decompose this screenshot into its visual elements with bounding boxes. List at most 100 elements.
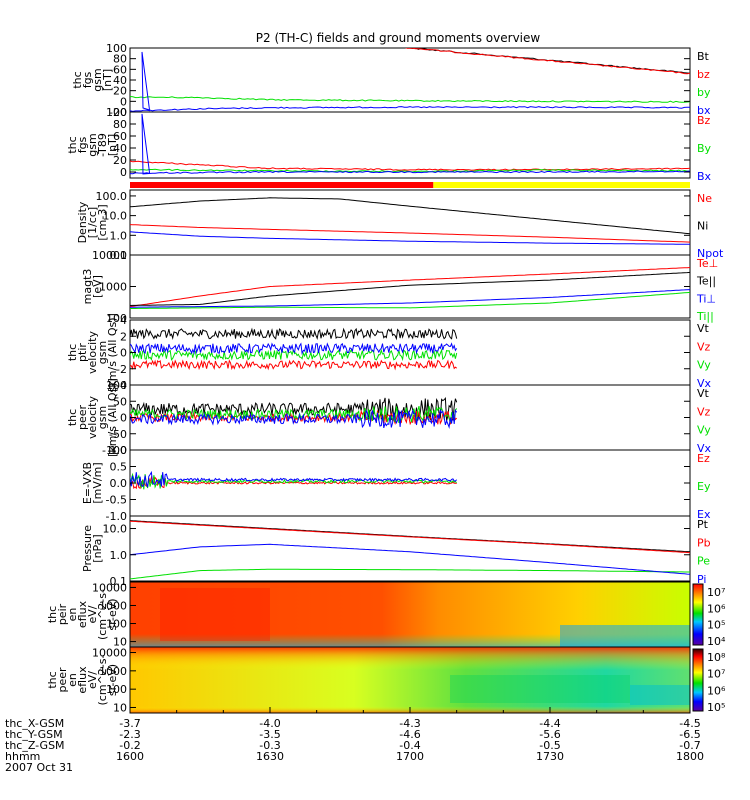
colorbar: 10⁸ 10⁷ 10⁶ 10⁵ (692, 648, 726, 714)
y-tick-label: 1.0 (110, 444, 128, 457)
y-tick-label: 10000 (92, 581, 127, 594)
y-tick-label: 1000 (99, 281, 127, 294)
x-row-value: -0.5 (539, 739, 560, 752)
y-axis-label-line: [km/s (All Qs)] (106, 378, 119, 457)
x-row-label: thc_Y-GSM (5, 728, 63, 741)
legend-bt: Bt (697, 50, 710, 63)
series-line-pb (130, 520, 690, 554)
y-tick-label: 0.0 (110, 477, 128, 490)
y-tick-label: 10000 (92, 249, 127, 262)
hhmm-label: hhmm (5, 750, 40, 763)
panel-pressure: 10.0 1.0 0.1 Pt Pb Pe Pi Pressure[nPa] (81, 515, 711, 588)
y-tick-label: -100 (102, 444, 127, 457)
y-tick-label: 0 (120, 412, 127, 425)
legend-vy: Vy (697, 424, 711, 437)
colorbar: 10⁷ 10⁶ 10⁵ 10⁴ (692, 583, 726, 648)
colorbar-label: 10⁴ (707, 635, 726, 648)
x-tick-label: 1700 (396, 750, 424, 763)
legend-vt: Vt (697, 322, 710, 335)
panel-frame (129, 189, 691, 256)
x-tick-label: 1630 (256, 750, 284, 763)
y-axis-label-line: E=-VXB (81, 462, 94, 504)
series-group (130, 113, 690, 175)
legend-ni: Ni (697, 220, 708, 233)
y-axis-label: Density[1/cc][cm-3] (76, 201, 109, 243)
colorbar-label: 10⁶ (707, 684, 726, 697)
series-group (130, 397, 458, 429)
series-line-ti (130, 291, 690, 309)
mode-bar (130, 182, 690, 188)
series-group (130, 267, 690, 309)
colorbar-label: 10⁵ (707, 701, 725, 714)
y-axis-label-line: velocity (86, 331, 99, 374)
x-row-value: -0.4 (399, 739, 420, 752)
spectrogram-cool-region (560, 625, 690, 647)
y-tick-label: 60 (113, 130, 127, 143)
y-axis-label-line: fgs (81, 71, 94, 88)
legend-bx: Bx (697, 170, 712, 183)
y-tick-label: 50 (113, 395, 127, 408)
x-row-value: -6.5 (679, 728, 700, 741)
series-group (130, 48, 690, 112)
panel-peir-spectrogram: 10000 1000 100 10 10⁷ 10⁶ 10⁵ 10⁴ thcpeireneflux… (46, 581, 726, 648)
legend-vx: Vx (697, 442, 712, 455)
x-row-value: -4.3 (399, 717, 420, 730)
y-tick-label: 80 (113, 53, 127, 66)
y-axis-label-line: fgs (76, 136, 89, 153)
y-tick-label: 0 (120, 95, 127, 108)
y-axis-label-line: sr-eV) (106, 598, 119, 630)
spectrogram-cyan-region (630, 685, 690, 705)
y-tick-label: 4 (120, 314, 127, 327)
spectrogram-peer-spectrogram (130, 647, 690, 713)
y-axis-label-line: gsm (91, 68, 104, 91)
y-tick-label: -50 (109, 428, 127, 441)
x-row-value: -2.3 (119, 728, 140, 741)
y-axis-label-line: [mV/m] (91, 462, 104, 503)
legend-ne: Ne (697, 192, 712, 205)
series-line-vy (130, 405, 458, 424)
y-tick-label: 10 (113, 636, 127, 649)
series-line-bx (130, 113, 690, 175)
y-tick-label: 0.1 (110, 575, 128, 588)
panel-frame (129, 47, 691, 113)
legend-by: By (697, 142, 712, 155)
spectrogram-green-region (450, 675, 630, 703)
y-tick-label: 10000 (92, 647, 127, 660)
legend-bz: bz (697, 68, 710, 81)
legend-bx: bx (697, 104, 711, 117)
y-axis-label-line: en (66, 673, 79, 687)
x-row-value: -4.6 (399, 728, 420, 741)
series-line-pi (130, 543, 690, 575)
colorbar-label: 10⁵ (707, 619, 725, 632)
y-axis-label-line: [cm-3] (96, 204, 109, 240)
y-tick-label: 20 (113, 154, 127, 167)
y-axis-label: E=-VXB[mV/m] (81, 462, 104, 504)
x-axis-annotation: thc_X-GSM -3.7 -4.0 -4.3 -4.4 -4.5 thc_Y-GSM -2… (5, 707, 704, 774)
y-axis-label-line: peer (56, 667, 69, 693)
y-tick-label: 100 (106, 312, 127, 325)
legend-pt: Pt (697, 518, 709, 531)
panel-peer-spectrogram: 10000 1000 100 10 10⁸ 10⁷ 10⁶ 10⁵ thcpeereneflux… (46, 646, 726, 714)
y-axis-label-line: eV/ (86, 605, 99, 623)
panel-peer-velocity: 100 50 0 -50 -100 Vt Vz Vy Vx thcpeervelocitygsm[… (66, 378, 712, 457)
y-axis-label: Pressure[nPa] (81, 525, 104, 572)
series-line-ti (130, 289, 690, 308)
series-line-by (130, 96, 690, 103)
y-axis-label-line: peer (76, 405, 89, 431)
x-tick-label: 1600 (116, 750, 144, 763)
legend-ez: Ez (697, 452, 710, 465)
y-tick-label: 0 (120, 166, 127, 179)
spectrogram-energy-shading (130, 647, 690, 713)
x-row-value: -3.7 (119, 717, 140, 730)
y-tick-label: 1.0 (110, 549, 128, 562)
y-axis-label-line: [eV] (91, 275, 104, 298)
y-tick-label: 10.0 (103, 523, 128, 536)
y-axis-label-line: ptir (76, 343, 89, 362)
panels: 100806040200-20Btbzbybxthcfgsgsm[nT]1008… (46, 42, 726, 714)
series-line-vt (130, 327, 458, 341)
x-row-value: -0.3 (259, 739, 280, 752)
